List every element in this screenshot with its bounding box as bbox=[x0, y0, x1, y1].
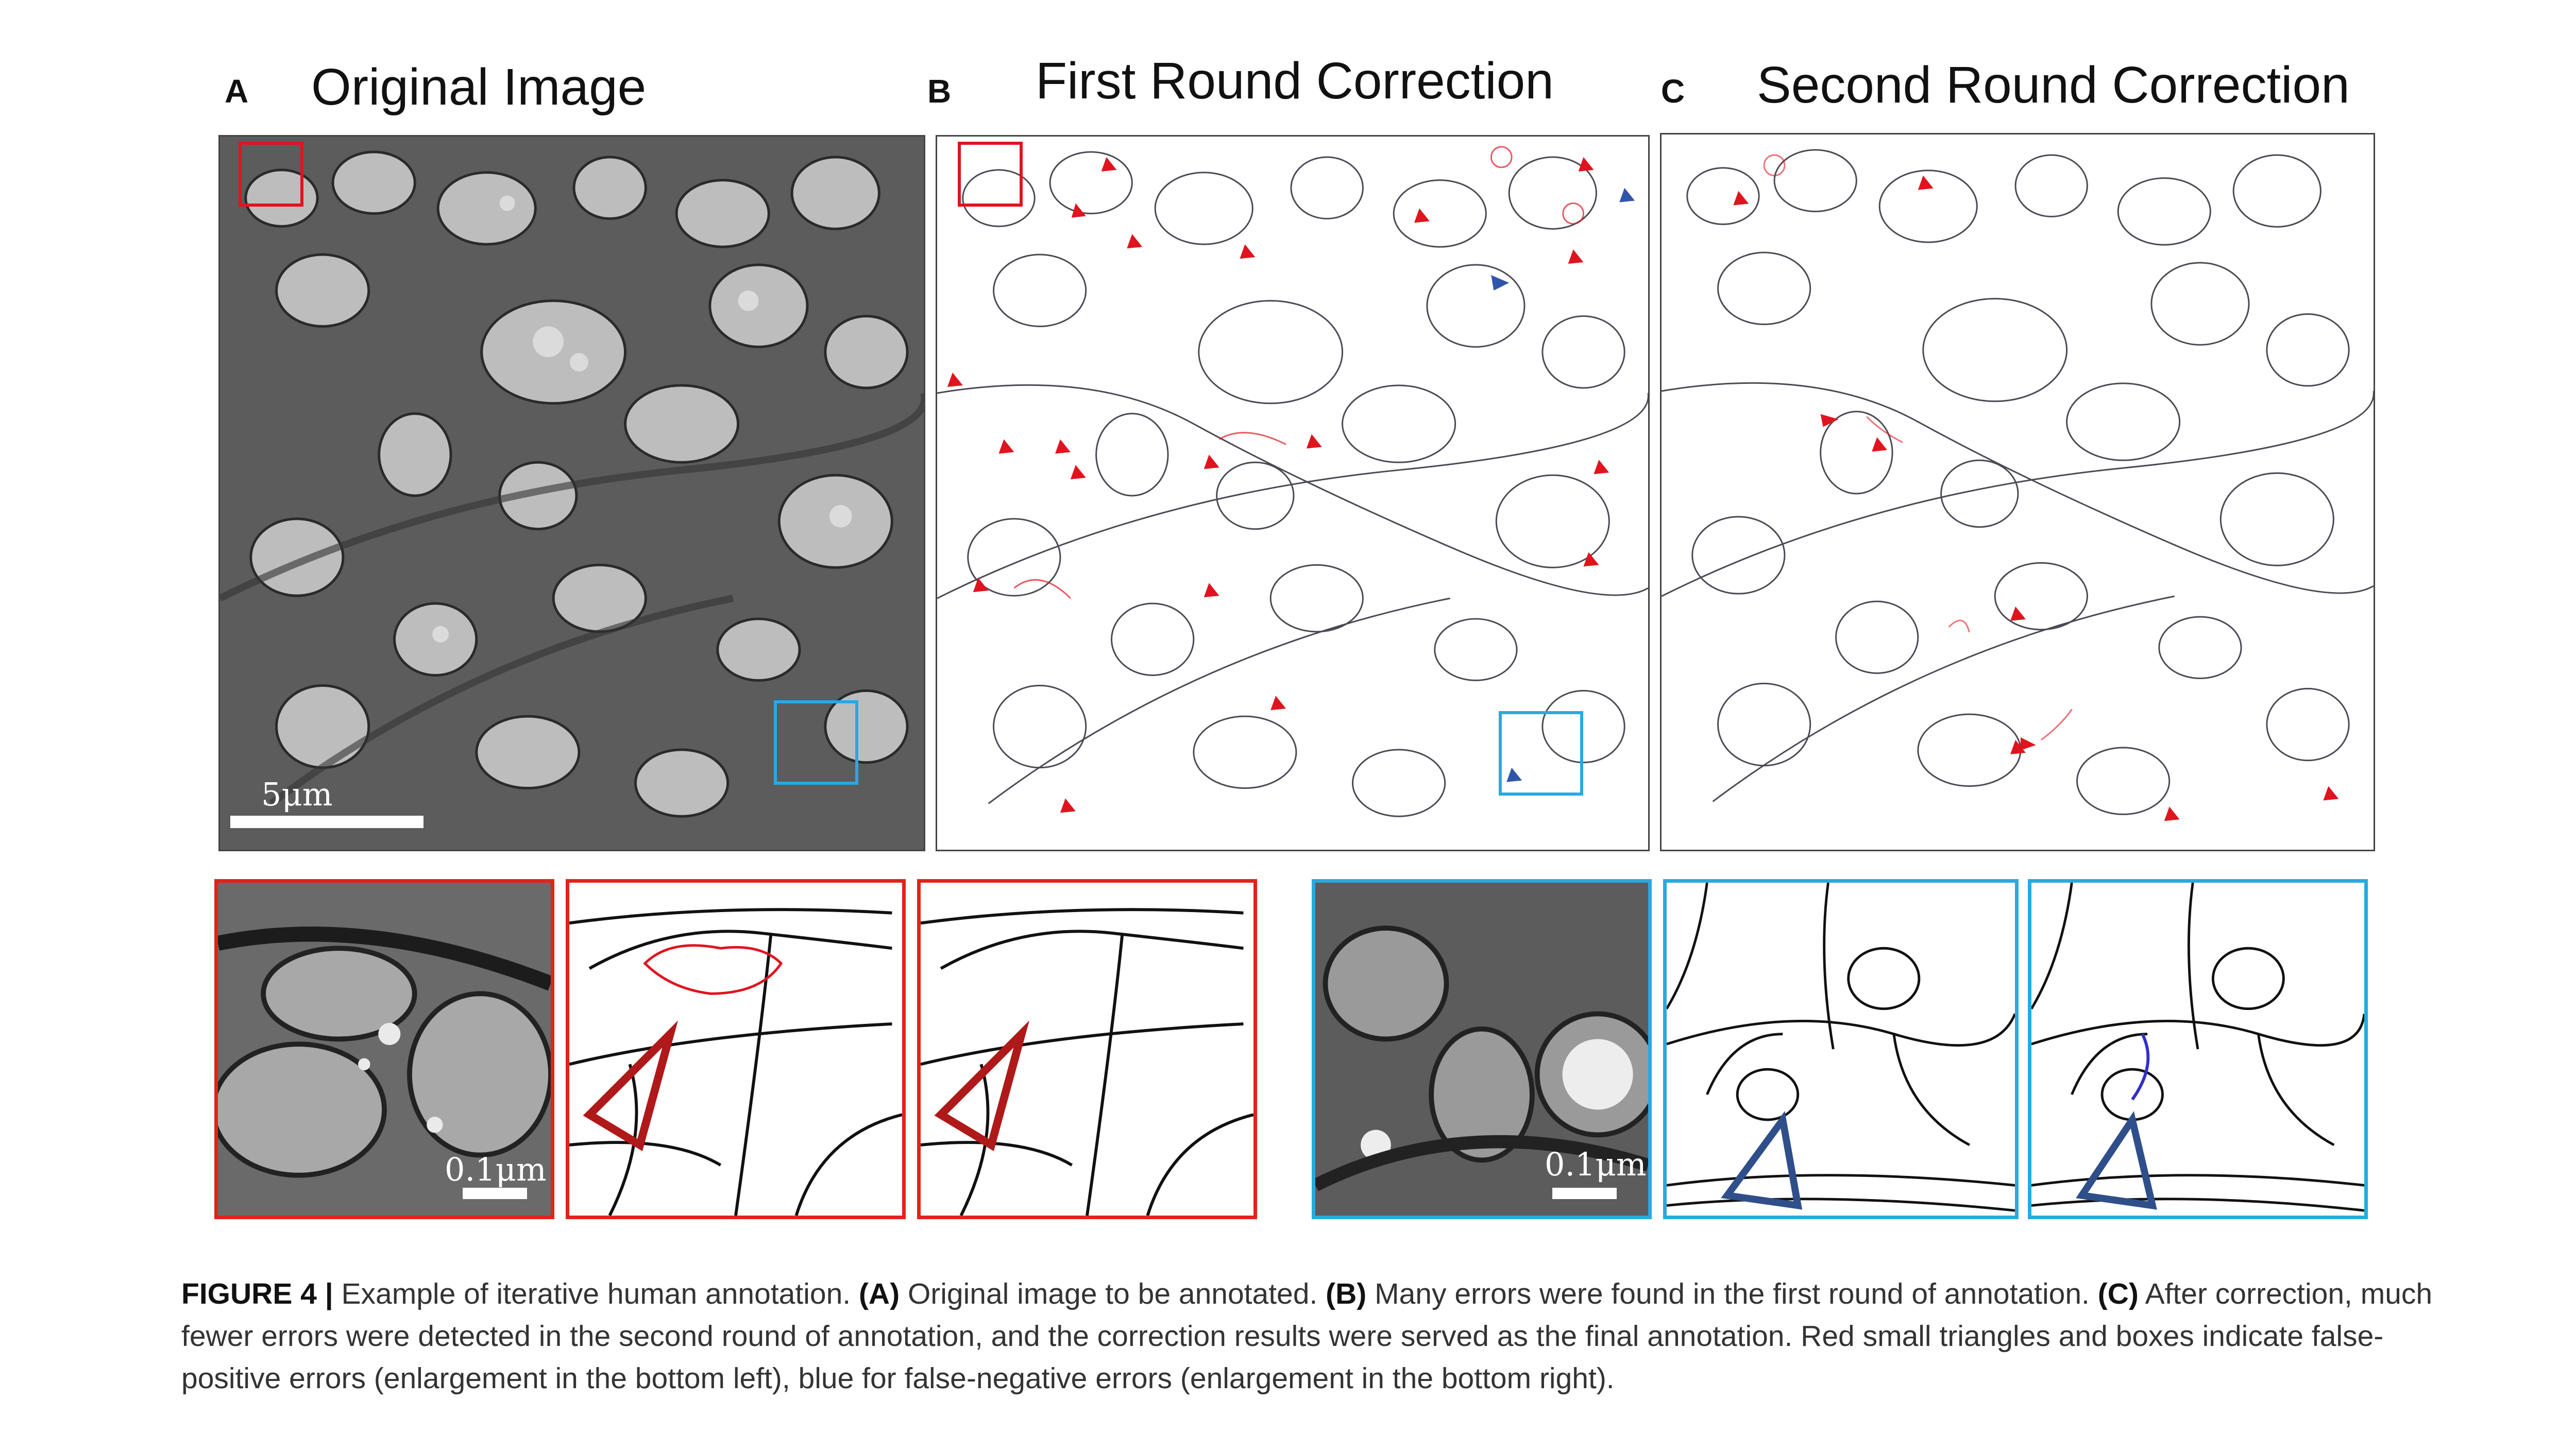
panel-letter-b: B bbox=[927, 73, 952, 110]
caption-b-label: (B) bbox=[1326, 1277, 1367, 1310]
blue-box-indicator-b bbox=[1499, 711, 1583, 796]
caption-b-text: Many errors were found in the first roun… bbox=[1375, 1277, 2090, 1310]
caption-c-label: (C) bbox=[2097, 1277, 2139, 1310]
scale-label-a: 5μm bbox=[261, 776, 333, 813]
scale-bar-a bbox=[230, 816, 423, 828]
caption-intro: Example of iterative human annotation. bbox=[341, 1277, 851, 1310]
panel-a-original-image: 5μm bbox=[218, 135, 925, 851]
panel-c-second-round-correction bbox=[1660, 133, 2375, 851]
panel-title-c: Second Round Correction bbox=[1757, 56, 2350, 114]
panel-title-a: Original Image bbox=[311, 58, 647, 116]
inset-red-em-image: 0.1μm bbox=[214, 879, 554, 1219]
inset-red-first-round bbox=[566, 879, 906, 1219]
inset-blue-scale-label: 0.1μm bbox=[1545, 1145, 1647, 1183]
inset-blue-second-round bbox=[2028, 879, 2368, 1219]
inset-red-scale-bar bbox=[463, 1188, 527, 1199]
blue-box-indicator bbox=[774, 700, 858, 785]
figure-label: FIGURE 4 | bbox=[181, 1277, 333, 1310]
inset-red-second-round bbox=[917, 879, 1257, 1219]
figure-caption: FIGURE 4 | Example of iterative human an… bbox=[181, 1273, 2438, 1400]
panel-letter-c: C bbox=[1661, 73, 1685, 110]
caption-a-text: Original image to be annotated. bbox=[907, 1277, 1318, 1310]
caption-c-text: After correction, much fewer errors were… bbox=[181, 1277, 2433, 1395]
inset-blue-em-image: 0.1μm bbox=[1312, 879, 1652, 1219]
red-box-indicator-b bbox=[958, 142, 1023, 207]
panel-b-first-round-correction bbox=[936, 135, 1650, 851]
inset-blue-first-round bbox=[1663, 879, 2019, 1219]
panel-letter-a: A bbox=[225, 73, 249, 110]
inset-red-scale-label: 0.1μm bbox=[445, 1151, 547, 1188]
caption-a-label: (A) bbox=[858, 1277, 900, 1310]
panel-title-b: First Round Correction bbox=[1036, 52, 1554, 110]
red-box-indicator bbox=[239, 142, 303, 207]
inset-blue-scale-bar bbox=[1552, 1188, 1617, 1199]
